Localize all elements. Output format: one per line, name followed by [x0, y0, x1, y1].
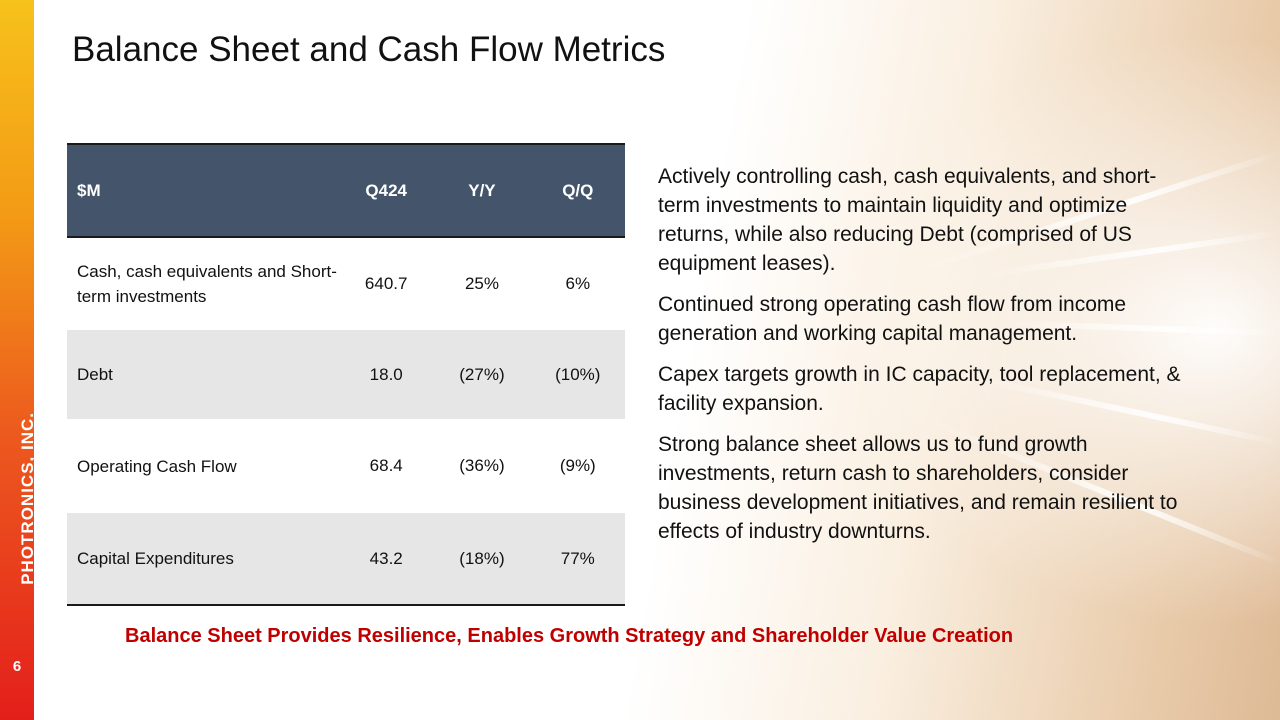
header-yy: Y/Y [433, 143, 531, 238]
cell-yy: (18%) [433, 513, 531, 606]
row-label: Debt [77, 365, 113, 384]
cell-yy: (36%) [459, 456, 505, 475]
commentary-paragraph: Actively controlling cash, cash equivale… [658, 165, 1157, 275]
cell-yy: (27%) [459, 364, 505, 384]
commentary-paragraph: Strong balance sheet allows us to fund g… [658, 433, 1178, 543]
table-header-row: $M Q424 Y/Y Q/Q [67, 143, 625, 238]
cell-q424: 640.7 [364, 274, 408, 293]
tagline: Balance Sheet Provides Resilience, Enabl… [125, 625, 1014, 647]
header-qq: Q/Q [530, 143, 625, 238]
slide-title: Balance Sheet and Cash Flow Metrics [72, 30, 666, 69]
header-unit: $M [67, 143, 340, 238]
cell-q424: 43.2 [339, 513, 434, 606]
table-row: Cash, cash equivalents and Short-term in… [67, 237, 625, 330]
commentary-paragraph: Continued strong operating cash flow fro… [658, 293, 1127, 345]
cell-qq: (10%) [555, 364, 601, 384]
row-label: Capital Expenditures [67, 513, 340, 606]
header-q424: Q424 [339, 143, 434, 238]
commentary-text: Actively controlling cash, cash equivale… [658, 162, 1183, 558]
page-number: 6 [12, 658, 22, 675]
cell-qq: 77% [530, 513, 625, 606]
table-row: Debt 18.0 (27%) (10%) [67, 330, 625, 419]
commentary-paragraph: Capex targets growth in IC capacity, too… [658, 363, 1181, 415]
cell-q424: 18.0 [369, 364, 403, 384]
cell-q424: 68.4 [369, 456, 403, 475]
brand-sidebar: PHOTRONICS, INC. 6 [0, 0, 37, 720]
cell-yy: 25% [464, 274, 499, 293]
table-row: Capital Expenditures 43.2 (18%) 77% [67, 513, 625, 606]
cell-qq: (9%) [559, 456, 596, 475]
cell-qq: 6% [565, 274, 591, 293]
row-label: Operating Cash Flow [77, 456, 237, 476]
company-name: PHOTRONICS, INC. [18, 412, 37, 585]
row-label: Cash, cash equivalents and Short-term in… [77, 262, 337, 306]
table-row: Operating Cash Flow 68.4 (36%) (9%) [67, 419, 625, 513]
metrics-table: $M Q424 Y/Y Q/Q Cash, cash equivalents a… [67, 143, 625, 606]
